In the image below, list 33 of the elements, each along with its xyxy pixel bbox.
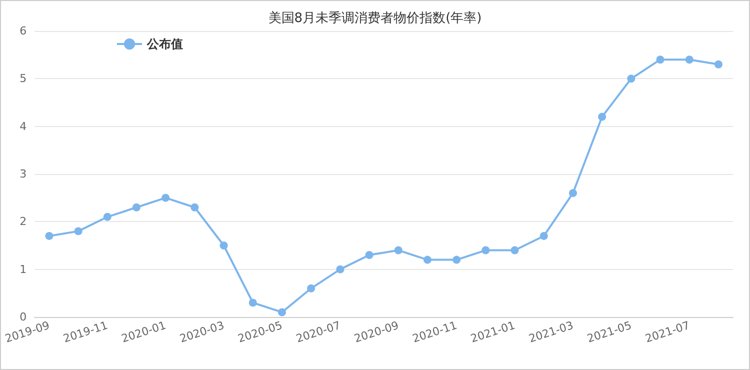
- point: [162, 194, 170, 202]
- y-tick-label: 5: [20, 72, 27, 86]
- point: [482, 246, 490, 254]
- point: [598, 112, 606, 121]
- point: [336, 265, 344, 274]
- point: [510, 246, 519, 254]
- point: [365, 251, 374, 260]
- point: [74, 227, 82, 236]
- y-tick-label: 6: [20, 24, 27, 38]
- chart-title: 美国8月未季调消费者物价指数(年率): [268, 10, 482, 26]
- point: [45, 232, 54, 240]
- point: [656, 56, 664, 64]
- point: [103, 212, 112, 221]
- point: [685, 56, 694, 64]
- point: [423, 256, 432, 264]
- point: [278, 308, 286, 316]
- point: [452, 256, 461, 264]
- point: [568, 189, 577, 198]
- point: [220, 242, 228, 250]
- point: [714, 60, 722, 68]
- y-tick-label: 4: [20, 120, 27, 133]
- point: [248, 298, 257, 307]
- y-tick-label: 3: [20, 168, 27, 180]
- legend-label: 公布值: [146, 37, 183, 51]
- point: [394, 246, 402, 254]
- point: [307, 284, 316, 292]
- y-tick-label: 0: [20, 310, 27, 324]
- y-tick-label: 1: [20, 262, 27, 276]
- point: [132, 203, 140, 212]
- y-tick-label: 2: [20, 215, 27, 228]
- point: [627, 74, 636, 83]
- point: [190, 203, 199, 212]
- point: [540, 232, 548, 240]
